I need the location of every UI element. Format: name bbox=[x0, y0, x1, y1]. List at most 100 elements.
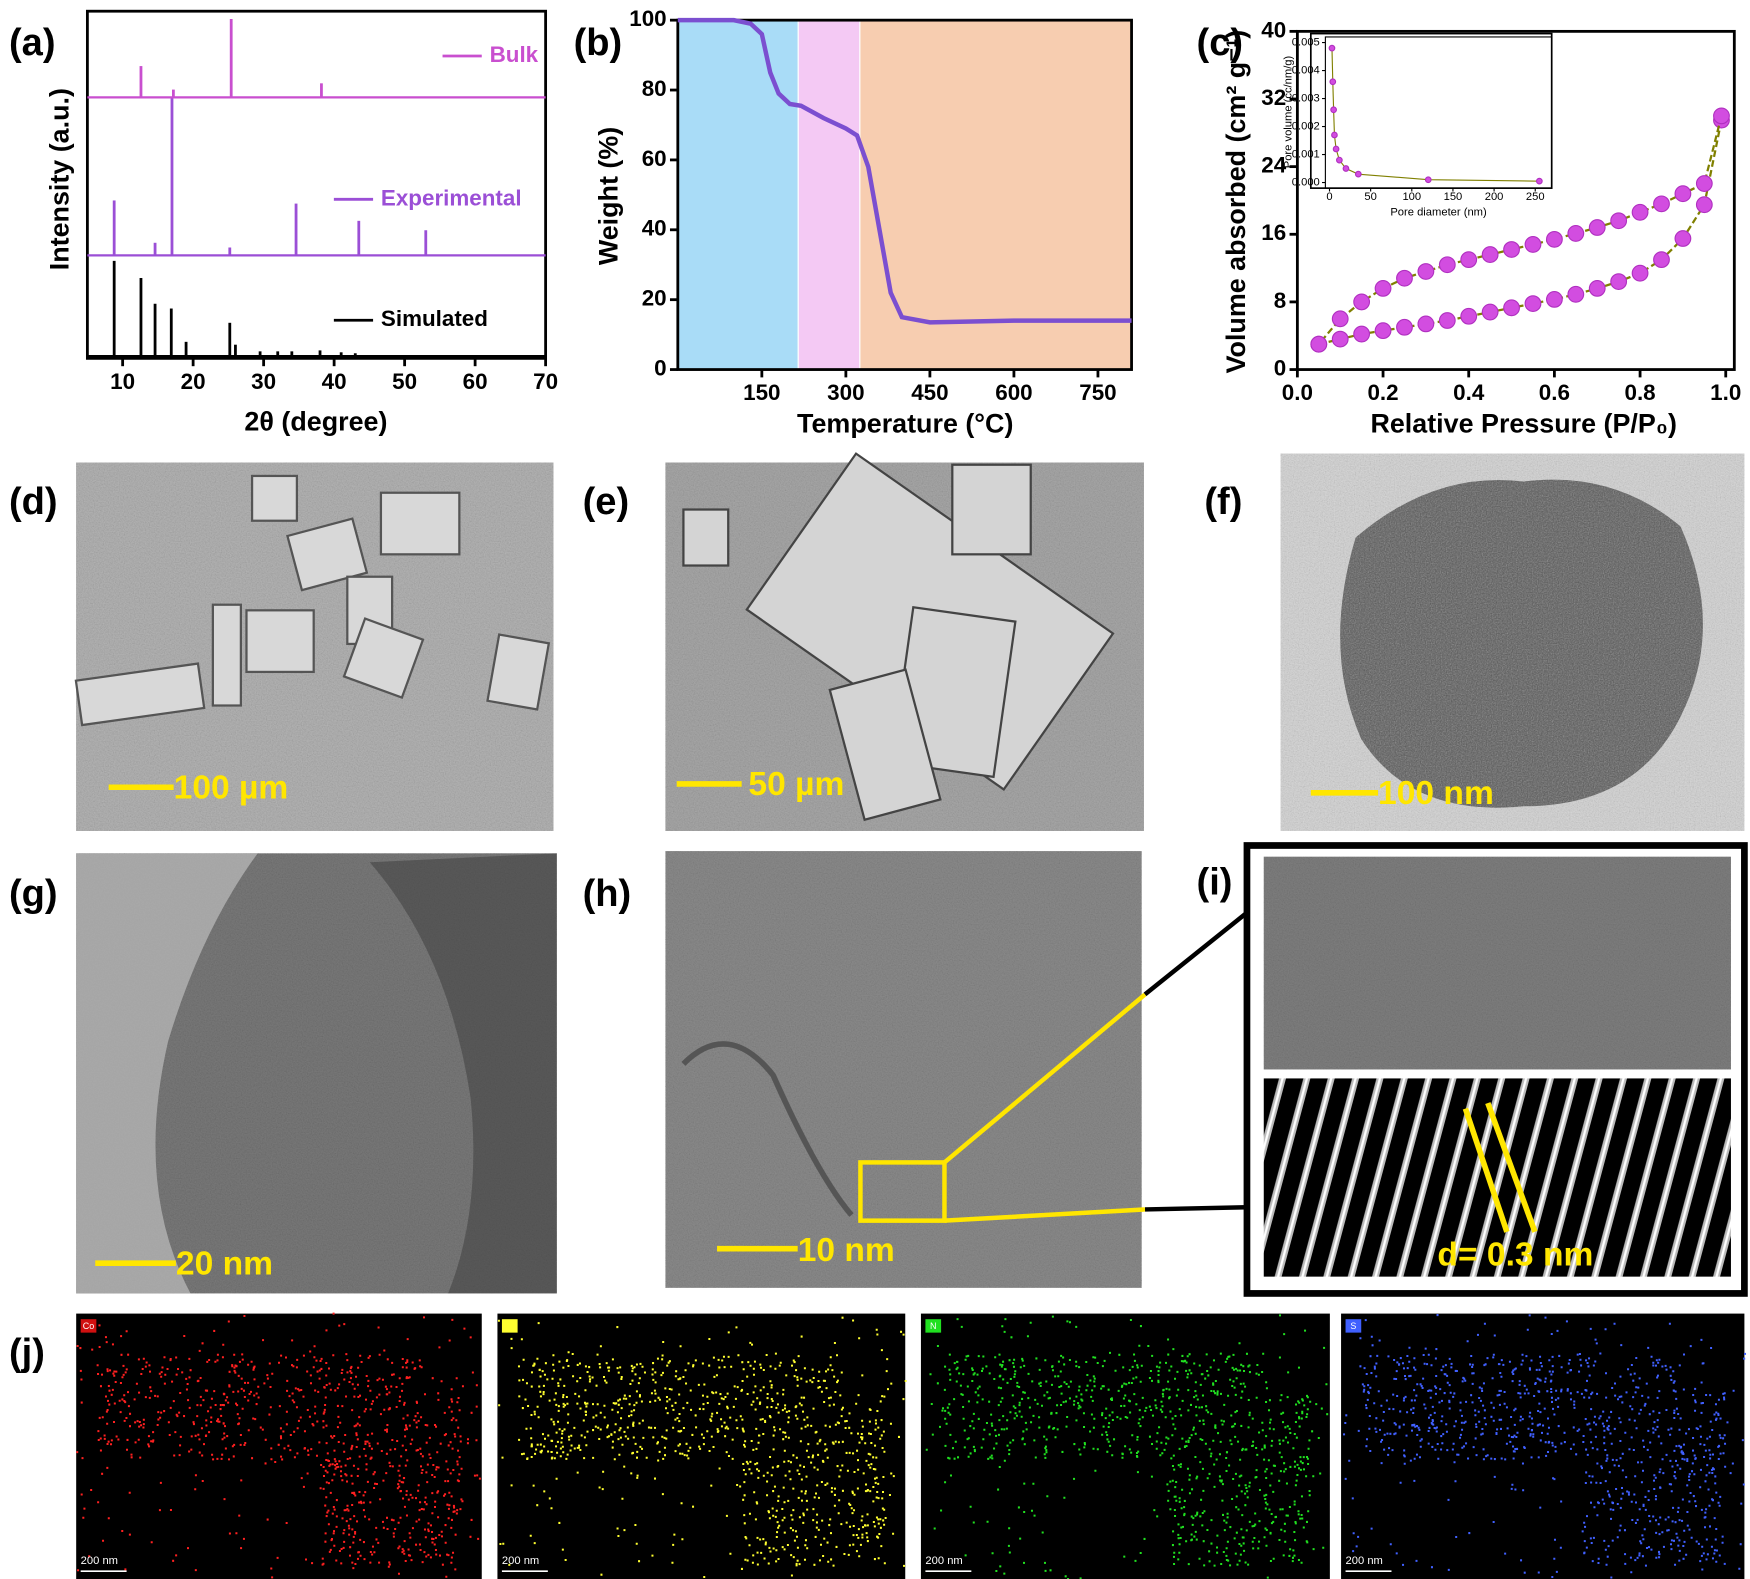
data-point bbox=[1417, 263, 1435, 280]
element-dots bbox=[497, 1316, 907, 1578]
scale-bar-label: 200 nm bbox=[81, 1555, 118, 1567]
data-point bbox=[1332, 145, 1340, 153]
data-point bbox=[1353, 325, 1371, 343]
temperature-region bbox=[677, 19, 799, 371]
element-dots bbox=[925, 1314, 1329, 1579]
eds-map bbox=[497, 1313, 906, 1579]
data-point bbox=[1545, 290, 1563, 308]
data-point bbox=[1329, 78, 1337, 86]
x-axis-label: Pore diameter (nm) bbox=[1390, 207, 1487, 219]
y-tick-label: 0.005 bbox=[1292, 37, 1320, 49]
x-tick-label: 150 bbox=[743, 380, 780, 405]
y-tick-label: 40 bbox=[642, 216, 667, 241]
x-tick-label: 1.0 bbox=[1710, 380, 1741, 405]
x-tick-label: 40 bbox=[322, 369, 347, 394]
y-axis-label: Pore volume (cc/nm/g) bbox=[1282, 55, 1294, 168]
data-line bbox=[1331, 48, 1540, 182]
element-badge bbox=[925, 1319, 942, 1333]
plot-frame bbox=[1295, 29, 1736, 371]
data-point bbox=[1354, 170, 1362, 178]
x-tick-label: 0.8 bbox=[1624, 380, 1655, 405]
y-tick-label: 0.002 bbox=[1292, 120, 1320, 132]
data-point bbox=[1374, 322, 1392, 340]
data-point bbox=[1481, 246, 1499, 263]
y-tick-label: 32 bbox=[1261, 85, 1286, 110]
x-tick-label: 50 bbox=[1364, 191, 1376, 203]
element-label: N bbox=[930, 1321, 936, 1331]
y-tick-label: 8 bbox=[1274, 288, 1286, 313]
panel-label: (e) bbox=[583, 481, 630, 523]
y-axis-label: Intensity (a.u.) bbox=[45, 88, 75, 270]
data-point bbox=[1674, 185, 1692, 203]
x-tick-label: 0.2 bbox=[1367, 380, 1398, 405]
panel-label: (d) bbox=[9, 481, 58, 523]
data-point bbox=[1545, 230, 1563, 248]
y-tick-label: 60 bbox=[642, 146, 667, 171]
data-point bbox=[1353, 293, 1371, 311]
x-tick-label: 70 bbox=[533, 369, 558, 394]
data-point bbox=[1328, 44, 1336, 52]
eds-map bbox=[76, 1313, 482, 1579]
y-tick-label: 40 bbox=[1261, 17, 1286, 42]
element-dots bbox=[76, 1312, 481, 1579]
data-point bbox=[1567, 285, 1585, 303]
data-point bbox=[1631, 203, 1649, 221]
data-point bbox=[1610, 273, 1628, 291]
x-tick-label: 600 bbox=[995, 380, 1032, 405]
scale-bar: 10 nm bbox=[798, 1232, 895, 1269]
x-tick-label: 450 bbox=[911, 380, 948, 405]
x-axis-label: Temperature (°C) bbox=[797, 409, 1013, 439]
legend-label: Bulk bbox=[490, 42, 539, 67]
data-point bbox=[1331, 330, 1349, 348]
y-tick-label: 0 bbox=[654, 355, 666, 380]
data-point bbox=[1588, 219, 1606, 236]
data-point bbox=[1610, 212, 1628, 230]
x-tick-label: 20 bbox=[181, 369, 206, 394]
y-tick-label: 0 bbox=[1274, 355, 1286, 380]
scale-bar: 20 nm bbox=[176, 1245, 273, 1282]
scale-bar-label: 200 nm bbox=[1346, 1555, 1383, 1567]
element-label: Co bbox=[83, 1321, 94, 1331]
panel-i bbox=[1243, 842, 1748, 1297]
temperature-region bbox=[797, 19, 861, 371]
scale-bar: 100 nm bbox=[1378, 775, 1494, 812]
y-tick-label: 16 bbox=[1261, 220, 1286, 245]
data-point bbox=[1424, 176, 1432, 184]
x-tick-label: 100 bbox=[1402, 191, 1421, 203]
x-tick-label: 200 bbox=[1485, 191, 1504, 203]
data-point bbox=[1417, 315, 1435, 333]
data-point bbox=[1374, 279, 1392, 297]
data-point bbox=[1588, 279, 1606, 297]
panel-label: (i) bbox=[1197, 862, 1233, 904]
data-point bbox=[1567, 225, 1585, 242]
x-axis-label: 2θ (degree) bbox=[244, 406, 387, 436]
y-tick-label: 20 bbox=[642, 286, 667, 311]
eds-map bbox=[1341, 1313, 1745, 1579]
data-point bbox=[1396, 269, 1413, 287]
legend-label: Simulated bbox=[381, 306, 488, 331]
data-point bbox=[1438, 256, 1456, 274]
panel-label: (b) bbox=[574, 22, 623, 64]
data-point bbox=[1396, 318, 1413, 336]
x-tick-label: 60 bbox=[463, 369, 488, 394]
plot-frame bbox=[85, 9, 548, 360]
scale-bar-label: 200 nm bbox=[502, 1555, 539, 1567]
element-badge bbox=[1345, 1319, 1362, 1333]
data-line bbox=[677, 17, 1132, 325]
data-point bbox=[1524, 236, 1542, 253]
x-tick-label: 300 bbox=[827, 380, 864, 405]
x-tick-label: 0.4 bbox=[1453, 380, 1485, 405]
y-tick-label: 0.001 bbox=[1292, 148, 1320, 160]
data-point bbox=[1713, 107, 1730, 125]
data-point bbox=[1695, 196, 1713, 214]
data-point bbox=[1503, 299, 1520, 317]
data-line bbox=[1318, 119, 1723, 346]
data-point bbox=[1653, 251, 1670, 269]
panel-label: (f) bbox=[1204, 481, 1242, 523]
lattice-spacing: d= 0.3 nm bbox=[1437, 1236, 1593, 1273]
element-badge bbox=[80, 1319, 97, 1333]
tem-f bbox=[1280, 453, 1745, 831]
sem-e bbox=[665, 452, 1144, 831]
scale-bar: 50 µm bbox=[748, 766, 844, 803]
hrtem-g bbox=[76, 853, 557, 1294]
